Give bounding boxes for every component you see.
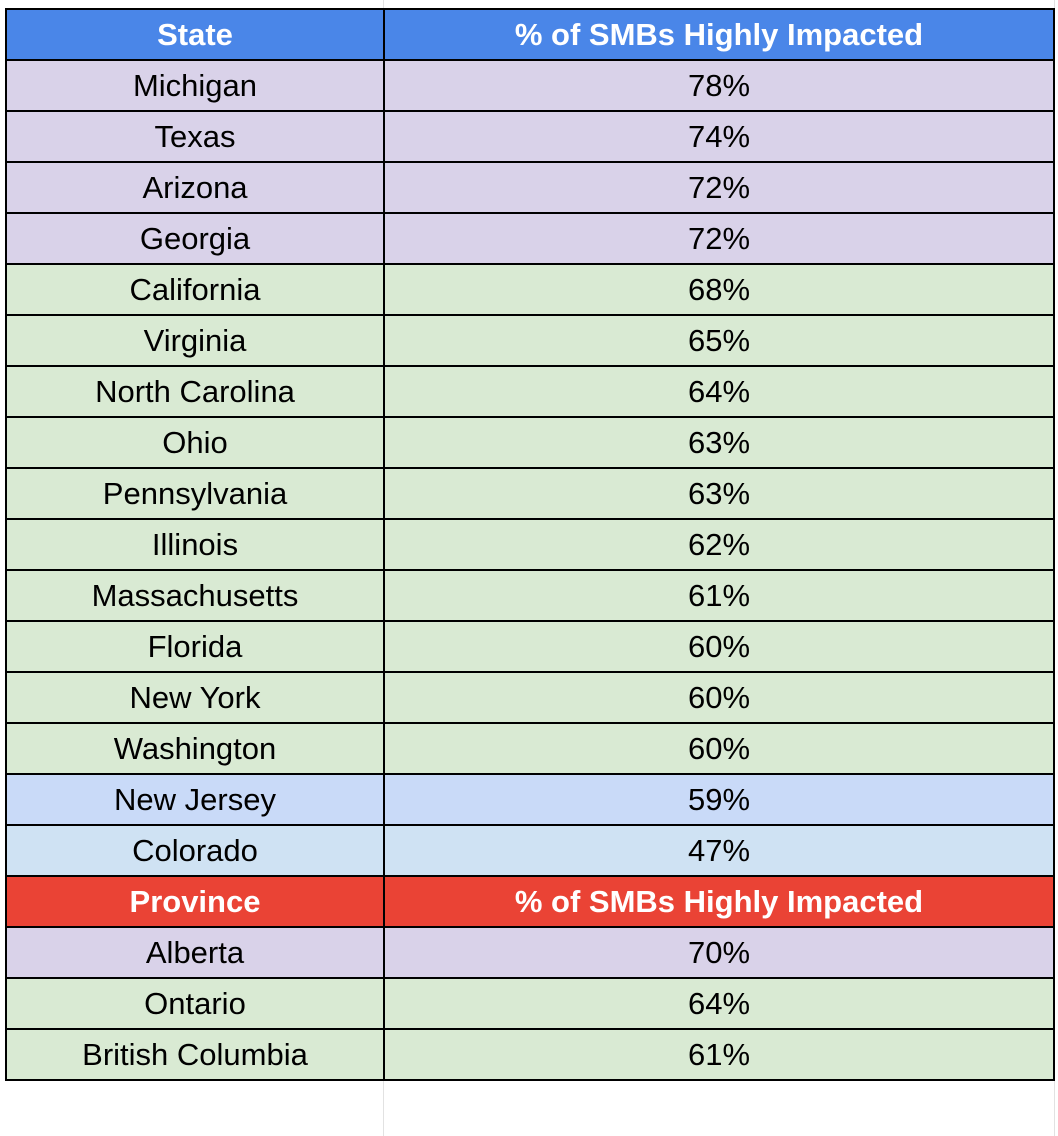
table-row: Washington 60% [5, 722, 1055, 775]
table-row: Georgia 72% [5, 212, 1055, 265]
table-row: Florida 60% [5, 620, 1055, 673]
state-name-cell[interactable]: Colorado [5, 824, 385, 877]
province-percent-column-header[interactable]: % of SMBs Highly Impacted [383, 875, 1055, 928]
state-name-cell[interactable]: Michigan [5, 59, 385, 112]
percent-value-cell[interactable]: 72% [383, 161, 1055, 214]
state-name-cell[interactable]: Washington [5, 722, 385, 775]
state-name-cell[interactable]: Florida [5, 620, 385, 673]
percent-value-cell[interactable]: 68% [383, 263, 1055, 316]
state-name-cell[interactable]: Ohio [5, 416, 385, 469]
table-row: New Jersey 59% [5, 773, 1055, 826]
table-row: Colorado 47% [5, 824, 1055, 877]
table-row: British Columbia 61% [5, 1028, 1055, 1081]
province-name-cell[interactable]: British Columbia [5, 1028, 385, 1081]
province-column-header[interactable]: Province [5, 875, 385, 928]
table-row: Ontario 64% [5, 977, 1055, 1030]
province-name-cell[interactable]: Alberta [5, 926, 385, 979]
state-name-cell[interactable]: Virginia [5, 314, 385, 367]
state-column-header[interactable]: State [5, 8, 385, 61]
state-name-cell[interactable]: Georgia [5, 212, 385, 265]
state-name-cell[interactable]: North Carolina [5, 365, 385, 418]
percent-value-cell[interactable]: 60% [383, 671, 1055, 724]
percent-value-cell[interactable]: 65% [383, 314, 1055, 367]
state-name-cell[interactable]: Pennsylvania [5, 467, 385, 520]
state-name-cell[interactable]: Texas [5, 110, 385, 163]
state-percent-column-header[interactable]: % of SMBs Highly Impacted [383, 8, 1055, 61]
percent-value-cell[interactable]: 63% [383, 416, 1055, 469]
percent-value-cell[interactable]: 59% [383, 773, 1055, 826]
percent-value-cell[interactable]: 74% [383, 110, 1055, 163]
table-row: Alberta 70% [5, 926, 1055, 979]
table-row: Ohio 63% [5, 416, 1055, 469]
smb-impact-table: State % of SMBs Highly Impacted Michigan… [5, 8, 1055, 1081]
table-row: Arizona 72% [5, 161, 1055, 214]
state-name-cell[interactable]: New Jersey [5, 773, 385, 826]
percent-value-cell[interactable]: 70% [383, 926, 1055, 979]
state-name-cell[interactable]: Arizona [5, 161, 385, 214]
percent-value-cell[interactable]: 64% [383, 365, 1055, 418]
state-name-cell[interactable]: New York [5, 671, 385, 724]
province-header-row: Province% of SMBs Highly Impacted [5, 875, 1055, 928]
province-name-cell[interactable]: Ontario [5, 977, 385, 1030]
table-row: Massachusetts 61% [5, 569, 1055, 622]
state-name-cell[interactable]: Illinois [5, 518, 385, 571]
table-row: Pennsylvania 63% [5, 467, 1055, 520]
percent-value-cell[interactable]: 61% [383, 1028, 1055, 1081]
state-name-cell[interactable]: California [5, 263, 385, 316]
percent-value-cell[interactable]: 47% [383, 824, 1055, 877]
table-row: Illinois 62% [5, 518, 1055, 571]
percent-value-cell[interactable]: 61% [383, 569, 1055, 622]
percent-value-cell[interactable]: 72% [383, 212, 1055, 265]
table-body: State % of SMBs Highly Impacted Michigan… [5, 8, 1055, 1081]
percent-value-cell[interactable]: 63% [383, 467, 1055, 520]
percent-value-cell[interactable]: 64% [383, 977, 1055, 1030]
percent-value-cell[interactable]: 60% [383, 620, 1055, 673]
state-name-cell[interactable]: Massachusetts [5, 569, 385, 622]
state-header-row: State % of SMBs Highly Impacted [5, 8, 1055, 61]
percent-value-cell[interactable]: 62% [383, 518, 1055, 571]
table-row: California 68% [5, 263, 1055, 316]
percent-value-cell[interactable]: 60% [383, 722, 1055, 775]
table-row: New York 60% [5, 671, 1055, 724]
table-row: Michigan 78% [5, 59, 1055, 112]
table-row: Virginia 65% [5, 314, 1055, 367]
percent-value-cell[interactable]: 78% [383, 59, 1055, 112]
table-row: North Carolina 64% [5, 365, 1055, 418]
table-row: Texas 74% [5, 110, 1055, 163]
